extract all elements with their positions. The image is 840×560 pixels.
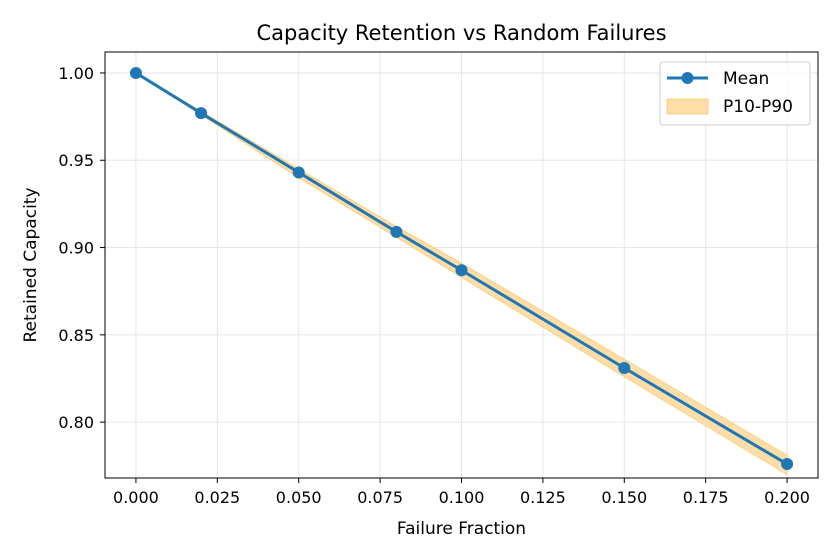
y-axis-ticks: 0.80 0.85 0.90 0.95 1.00 (58, 64, 105, 432)
y-tick-label: 0.90 (58, 239, 94, 258)
mean-data-point (781, 458, 794, 471)
x-tick-label: 0.000 (113, 488, 159, 507)
x-tick-label: 0.150 (601, 488, 647, 507)
mean-data-point (618, 362, 631, 375)
legend-mean-marker (681, 72, 694, 84)
legend-band-swatch (666, 98, 709, 115)
point-layer (129, 66, 794, 471)
y-tick-label: 0.80 (58, 413, 94, 432)
x-tick-label: 0.075 (357, 488, 403, 507)
x-tick-label: 0.125 (520, 488, 566, 507)
legend-mean-label: Mean (723, 69, 769, 89)
legend-band-label: P10-P90 (723, 97, 793, 117)
x-tick-label: 0.050 (276, 488, 322, 507)
y-tick-label: 1.00 (58, 64, 94, 83)
x-tick-label: 0.200 (764, 488, 810, 507)
mean-data-point (129, 66, 142, 79)
legend: Mean P10-P90 (659, 61, 811, 126)
x-axis-ticks: 0.000 0.025 0.050 0.075 0.100 0.125 0.150 0.175… (113, 478, 810, 507)
y-tick-label: 0.85 (58, 326, 94, 345)
x-tick-label: 0.100 (439, 488, 485, 507)
x-tick-label: 0.025 (194, 488, 240, 507)
x-tick-label: 0.175 (683, 488, 729, 507)
chart-title: Capacity Retention vs Random Failures (256, 21, 666, 45)
mean-data-point (455, 264, 468, 277)
mean-data-point (292, 166, 305, 179)
mean-data-point (195, 107, 208, 120)
x-axis-label: Failure Fraction (397, 519, 526, 539)
y-tick-label: 0.95 (58, 151, 94, 170)
y-axis-label: Retained Capacity (21, 187, 41, 342)
mean-data-point (390, 225, 403, 238)
